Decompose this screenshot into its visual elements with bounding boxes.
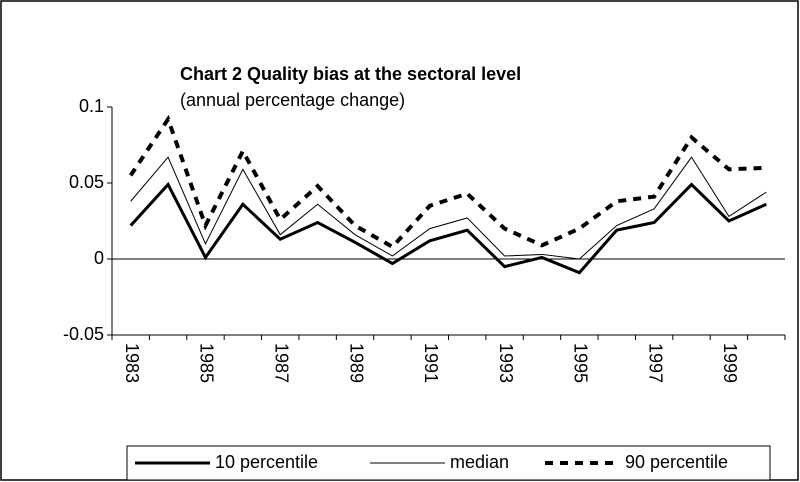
chart-title: Chart 2 Quality bias at the sectoral lev… — [180, 64, 521, 84]
x-tick-label: 1997 — [645, 343, 665, 383]
y-tick-label: -0.05 — [63, 324, 104, 344]
series-line — [130, 156, 767, 260]
series-line — [129, 181, 767, 275]
legend-box — [126, 445, 771, 481]
chart-subtitle: (annual percentage change) — [180, 90, 405, 110]
y-tick-label: 0 — [94, 248, 104, 268]
legend-label: 90 percentile — [625, 452, 728, 472]
x-tick-label: 1993 — [496, 343, 516, 383]
x-tick-label: 1989 — [346, 343, 366, 383]
x-tick-label: 1995 — [571, 343, 591, 383]
x-tick-label: 1985 — [197, 343, 217, 383]
legend-label: median — [450, 452, 509, 472]
y-tick-label: 0.1 — [79, 96, 104, 116]
series-line — [129, 114, 767, 250]
legend-label: 10 percentile — [215, 452, 318, 472]
x-tick-label: 1983 — [122, 343, 142, 383]
y-tick-label: 0.05 — [69, 172, 104, 192]
x-tick-label: 1987 — [272, 343, 292, 383]
x-tick-label: 1999 — [720, 343, 740, 383]
x-tick-label: 1991 — [421, 343, 441, 383]
